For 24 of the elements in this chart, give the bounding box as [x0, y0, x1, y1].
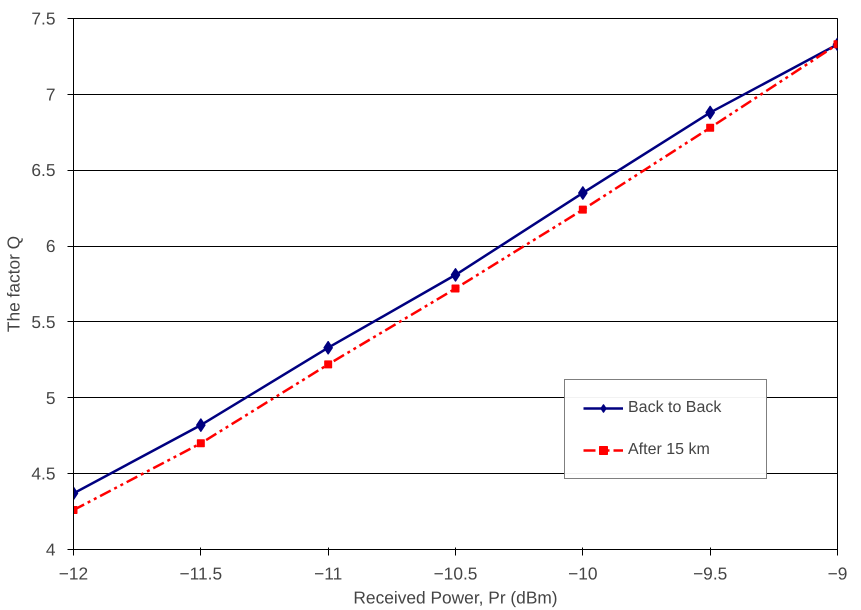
point: [578, 206, 587, 214]
y-axis-title: The factor Q: [3, 236, 24, 332]
y-tick-label: 6.5: [31, 160, 56, 180]
legend-label: After 15 km: [628, 441, 711, 459]
legend-label: Back to Back: [628, 399, 722, 417]
y-tick-label: 5.5: [31, 312, 56, 332]
point: [706, 124, 714, 132]
point: [452, 284, 460, 293]
y-tick-label: 7.5: [31, 8, 56, 28]
y-tick-label: 7: [46, 84, 56, 104]
x-tick-label: −9: [828, 564, 848, 584]
point: [196, 439, 205, 448]
y-tick-label: 4.5: [31, 464, 56, 484]
y-tick-label: 4: [46, 540, 56, 560]
x-tick-label: −10: [568, 564, 598, 584]
x-tick-label: −12: [58, 564, 88, 584]
x-tick-label: −11.5: [180, 564, 222, 584]
x-tick-label: −9.5: [693, 564, 728, 584]
x-tick-label: −11: [314, 564, 342, 584]
x-axis-title: Received Power, Pr (dBm): [353, 588, 558, 608]
y-tick-label: 6: [46, 236, 56, 256]
point: [324, 360, 332, 368]
x-tick-label: −10.5: [434, 564, 478, 584]
y-tick-label: 5: [46, 388, 56, 408]
